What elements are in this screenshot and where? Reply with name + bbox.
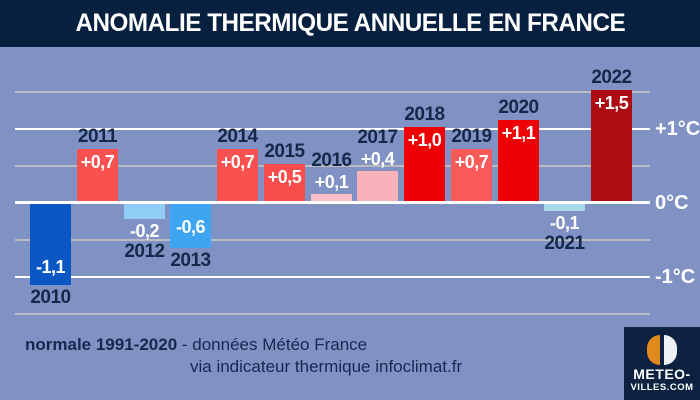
bar-year-label: 2011 <box>77 126 118 148</box>
bar-2019 <box>451 149 492 201</box>
bar-2022 <box>591 90 632 201</box>
source-note: normale 1991-2020 - données Météo France… <box>25 334 585 378</box>
bar-2017 <box>357 171 398 201</box>
source-line-1: - données Météo France <box>181 335 368 354</box>
logo-text-line1: METEO- <box>633 366 691 382</box>
bar-value-label: -0,1 <box>549 213 580 234</box>
bar-value-label: +0,1 <box>314 171 349 192</box>
gridline-minor <box>15 312 650 315</box>
logo-text-line2: VILLES.COM <box>630 382 694 393</box>
bar-value-label: +1,1 <box>501 122 536 143</box>
bar-year-label: 2014 <box>217 126 258 148</box>
bar-2018 <box>404 127 445 201</box>
bar-year-label: 2019 <box>451 126 492 148</box>
zero-gridline <box>15 201 650 204</box>
baseline-note: normale 1991-2020 <box>25 335 178 354</box>
bar-2016 <box>311 193 352 201</box>
bar-year-label: 2021 <box>544 233 585 255</box>
bar-value-label: +0,7 <box>220 152 255 173</box>
gridline-minor <box>15 164 650 167</box>
bar-value-label: -0,2 <box>129 220 160 241</box>
gridline-major <box>15 127 650 130</box>
bar-value-label: +1,0 <box>407 130 442 150</box>
bar-year-label: 2010 <box>30 287 71 309</box>
page-title: ANOMALIE THERMIQUE ANNUELLE EN FRANCE <box>75 9 625 37</box>
bar-year-label: 2018 <box>404 104 445 125</box>
bar-year-label: 2012 <box>124 240 165 262</box>
anomaly-bar-chart: 2010 -1,1 2011 +0,7 2012 -0,2 2013 -0,6 2014 +0,7… <box>0 47 700 400</box>
bar-2021 <box>544 204 585 212</box>
y-axis-label: +1°C <box>655 117 700 140</box>
sun-moon-icon <box>647 335 677 365</box>
bar-2013 <box>170 204 211 249</box>
bar-value-label: +0,7 <box>80 152 115 173</box>
y-axis-label: 0°C <box>655 191 689 214</box>
bar-value-label: +0,4 <box>360 149 395 170</box>
gridline-major <box>15 275 650 278</box>
bar-2015 <box>264 164 305 201</box>
source-line-2: via indicateur thermique infoclimat.fr <box>190 357 463 376</box>
bar-year-label: 2016 <box>311 149 352 171</box>
bar-2020 <box>498 119 539 201</box>
gridline-minor <box>15 90 650 93</box>
bar-year-label: 2022 <box>591 67 632 88</box>
meteo-villes-logo: METEO- VILLES.COM <box>624 327 700 400</box>
title-bar: ANOMALIE THERMIQUE ANNUELLE EN FRANCE <box>0 0 700 47</box>
bar-value-label: -1,1 <box>35 257 66 278</box>
bar-2014 <box>217 149 258 201</box>
gridline-minor <box>15 238 650 241</box>
bar-year-label: 2017 <box>357 127 398 149</box>
bar-2012 <box>124 204 165 219</box>
bar-year-label: 2020 <box>498 96 539 118</box>
y-axis-label: -1°C <box>655 265 696 288</box>
bar-year-label: 2015 <box>264 141 305 162</box>
bar-value-label: -0,6 <box>175 217 206 238</box>
bar-2011 <box>77 149 118 201</box>
bar-year-label: 2013 <box>170 250 211 272</box>
bar-value-label: +1,5 <box>594 93 629 113</box>
bar-value-label: +0,5 <box>267 167 302 187</box>
bar-value-label: +0,7 <box>454 152 489 173</box>
bar-2010 <box>30 204 71 286</box>
